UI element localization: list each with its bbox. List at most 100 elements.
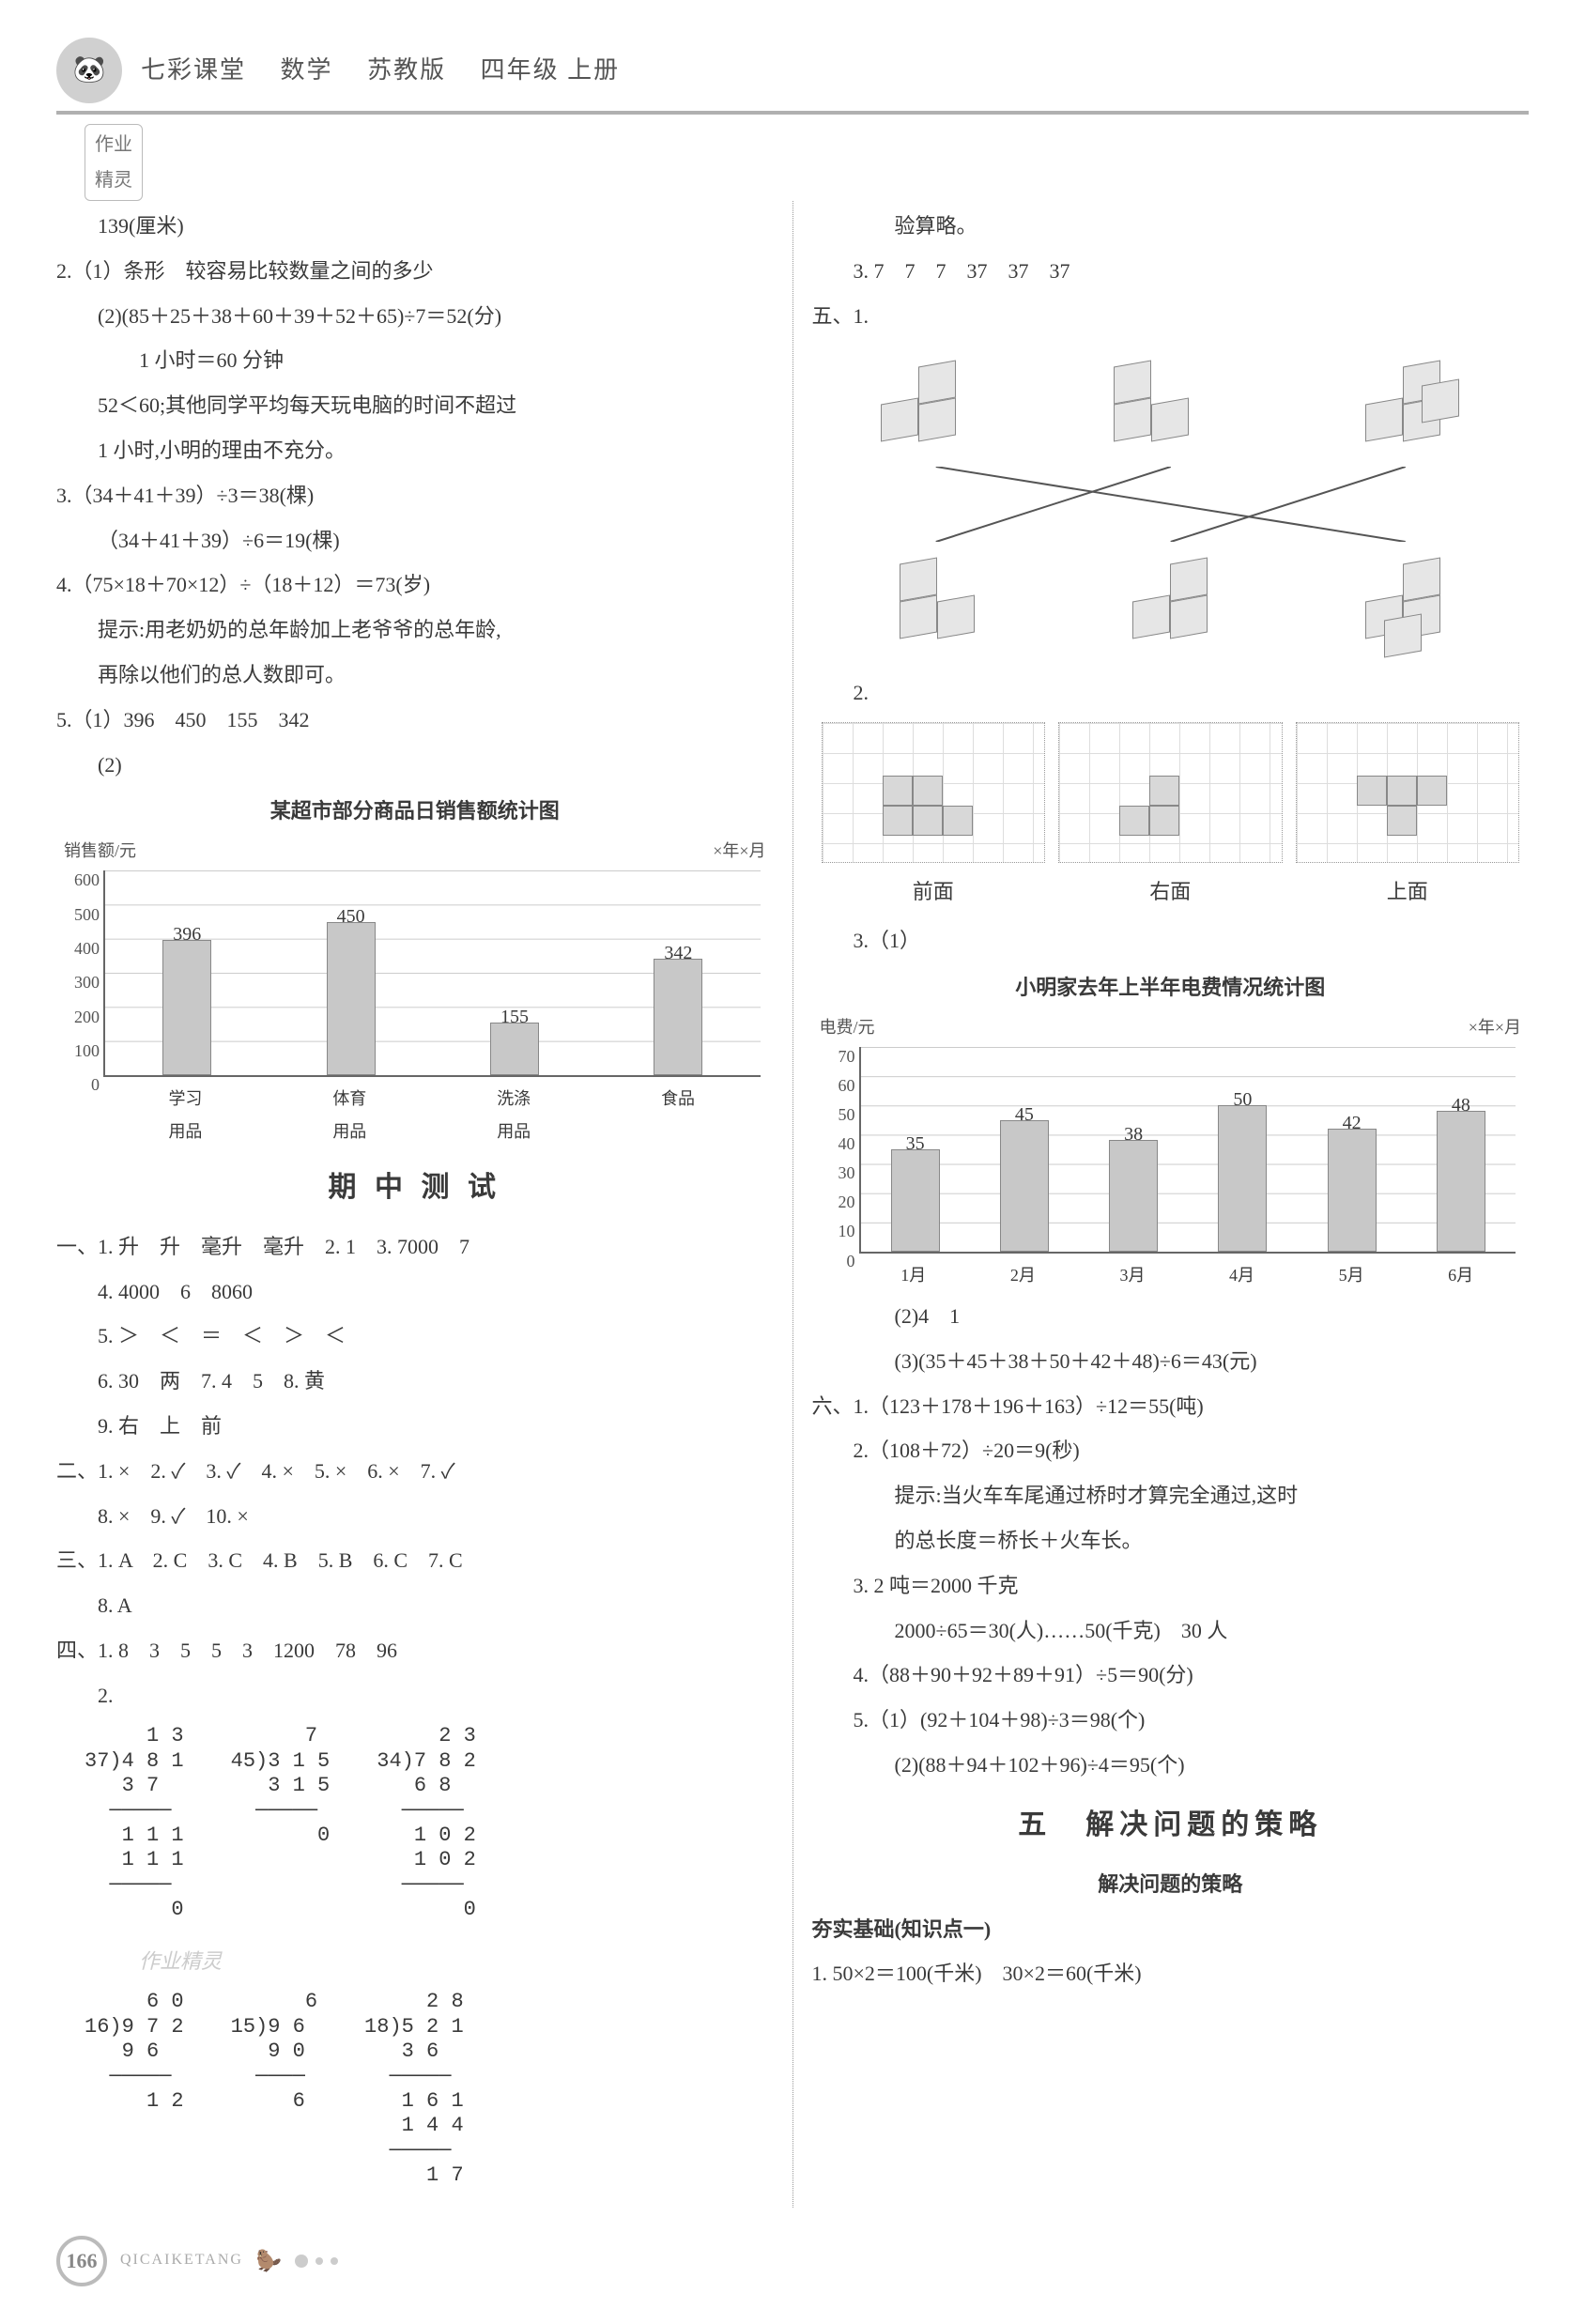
series: 七彩课堂	[141, 56, 246, 84]
ytick-label: 0	[58, 1069, 100, 1100]
chart1-xlabels: 学习 用品体育 用品洗涤 用品食品	[103, 1083, 761, 1147]
ytick-label: 500	[58, 899, 100, 931]
long-division: 6 0 16)9 7 2 9 6 ───── 1 2	[85, 1990, 184, 2188]
dot-icon	[295, 2255, 308, 2268]
right-view	[1058, 722, 1283, 863]
chart-bar: 48	[1437, 1111, 1485, 1251]
page-footer: 166 QICAIKETANG 🦫	[56, 2236, 1529, 2286]
mascot-icon: 🐼	[56, 38, 122, 103]
ans-line: 二、1. × 2. ✓ 3. ✓ 4. × 5. × 6. × 7. ✓	[56, 1452, 774, 1491]
footer-mascot-icon: 🦫	[256, 2241, 282, 2281]
chart1-title: 某超市部分商品日销售额统计图	[56, 792, 774, 831]
ans-line: 8. × 9. ✓ 10. ×	[56, 1497, 774, 1536]
ans-line: 六、1.（123＋178＋196＋163）÷12＝55(吨)	[812, 1387, 1530, 1426]
ans-line: 5. ＞ ＜ ＝ ＜ ＞ ＜	[56, 1316, 774, 1356]
chart2-sub: 电费/元 ×年×月	[812, 1011, 1530, 1047]
chart-bar: 342	[654, 959, 702, 1075]
grade: 四年级 上册	[481, 56, 621, 84]
right-label: 右面	[1058, 872, 1283, 912]
cube-figure	[1104, 345, 1236, 457]
dot-icon	[331, 2257, 338, 2265]
ans-line: 1 小时,小明的理由不充分。	[56, 431, 774, 470]
homework-badge: 作业 精灵	[85, 124, 143, 201]
ans-line: 1. 50×2＝100(千米) 30×2＝60(千米)	[812, 1954, 1530, 1993]
ytick-label: 400	[58, 932, 100, 964]
ans-line: 4.（88＋90＋92＋89＋91）÷5＝90(分)	[812, 1655, 1530, 1695]
top-view	[1296, 722, 1520, 863]
ans-line: 3. 2 吨＝2000 千克	[812, 1566, 1530, 1606]
long-division: 2 3 34)7 8 2 6 8 ───── 1 0 2 1 0 2 ─────…	[377, 1724, 476, 1922]
ans-line: 2.（1）条形 较容易比较数量之间的多少	[56, 252, 774, 291]
ans-line: 4. 4000 6 8060	[56, 1272, 774, 1312]
xtick-label: 2月	[994, 1259, 1051, 1291]
chart-bar: 42	[1328, 1129, 1377, 1252]
footer-dots	[295, 2255, 338, 2268]
ans-line: 8. A	[56, 1586, 774, 1625]
book-title: 七彩课堂 数学 苏教版 四年级 上册	[141, 47, 620, 93]
right-column: 验算略。 3. 7 7 7 37 37 37 五、1.	[792, 201, 1530, 2208]
cube-figure	[871, 551, 1003, 664]
chart-bar: 155	[490, 1023, 539, 1075]
ytick-label: 60	[814, 1070, 855, 1101]
ans-line: 3.（34＋41＋39）÷3＝38(棵)	[56, 476, 774, 516]
ytick-label: 100	[58, 1035, 100, 1067]
ans-line: (3)(35＋45＋38＋50＋42＋48)÷6＝43(元)	[812, 1342, 1530, 1381]
bar-value: 50	[1233, 1082, 1252, 1117]
unit5-subtitle: 解决问题的策略	[812, 1865, 1530, 1904]
page-header: 🐼 七彩课堂 数学 苏教版 四年级 上册	[56, 38, 1529, 115]
ans-line: 四、1. 8 3 5 5 3 1200 78 96	[56, 1631, 774, 1670]
xtick-label: 洗涤 用品	[485, 1083, 542, 1147]
ans-line: (2)	[56, 746, 774, 785]
front-label: 前面	[822, 872, 1046, 912]
bar-value: 396	[173, 916, 201, 952]
chart-bar: 38	[1109, 1140, 1158, 1251]
ans-line: (2)(88＋94＋102＋96)÷4＝95(个)	[812, 1746, 1530, 1785]
ans-line: 的总长度＝桥长＋火车长。	[812, 1521, 1530, 1561]
subject: 数学	[281, 56, 333, 84]
chart-bar: 450	[327, 922, 376, 1076]
page-number: 166	[56, 2236, 107, 2286]
bar-value: 155	[500, 999, 529, 1035]
dot-icon	[315, 2257, 323, 2265]
cubes-row-bottom	[822, 551, 1520, 664]
ans-line: 6. 30 两 7. 4 5 8. 黄	[56, 1362, 774, 1401]
ans-line: 1 小时＝60 分钟	[56, 341, 774, 380]
chart2-date: ×年×月	[1469, 1011, 1521, 1043]
ans-line: 3.（1）	[812, 921, 1530, 961]
edition: 苏教版	[367, 56, 446, 84]
cube-figure	[1104, 551, 1236, 664]
ans-line: 提示:当火车车尾通过桥时才算完全通过,这时	[812, 1476, 1530, 1516]
cube-figure	[1337, 345, 1469, 457]
xtick-label: 3月	[1104, 1259, 1161, 1291]
ans-line: 2000÷65＝30(人)……50(千克) 30 人	[812, 1611, 1530, 1651]
ans-line: 5.（1）(92＋104＋98)÷3＝98(个)	[812, 1701, 1530, 1740]
ans-line: 三、1. A 2. C 3. C 4. B 5. B 6. C 7. C	[56, 1541, 774, 1580]
ans-line: (2)(85＋25＋38＋60＋39＋52＋65)÷7＝52(分)	[56, 297, 774, 336]
ytick-label: 40	[814, 1128, 855, 1160]
ans-line: （34＋41＋39）÷6＝19(棵)	[56, 521, 774, 561]
bar-value: 48	[1452, 1087, 1470, 1123]
ans-line: 2.	[812, 673, 1530, 713]
bar-value: 35	[906, 1126, 925, 1162]
ans-line: 2.	[56, 1676, 774, 1716]
ytick-label: 10	[814, 1216, 855, 1248]
chart2: 010203040506070354538504248	[859, 1047, 1516, 1254]
section-label: 五、1.	[812, 297, 1530, 336]
bar-value: 38	[1124, 1116, 1143, 1152]
long-division: 1 3 37)4 8 1 3 7 ───── 1 1 1 1 1 1 ─────…	[85, 1724, 184, 1922]
ans-line: (2)4 1	[812, 1297, 1530, 1336]
xtick-label: 4月	[1214, 1259, 1270, 1291]
ans-line: 3. 7 7 7 37 37 37	[812, 252, 1530, 291]
ytick-label: 0	[814, 1245, 855, 1277]
long-division: 6 15)9 6 9 0 ──── 6	[231, 1990, 317, 2188]
front-view	[822, 722, 1046, 863]
xtick-label: 学习 用品	[157, 1083, 213, 1147]
ytick-label: 70	[814, 1040, 855, 1072]
ans-line: 验算略。	[812, 207, 1530, 246]
longdiv-row-2: 6 0 16)9 7 2 9 6 ───── 1 2 6 15)9 6 9 0 …	[85, 1990, 774, 2188]
long-division: 2 8 18)5 2 1 3 6 ───── 1 6 1 1 4 4 ─────…	[364, 1990, 464, 2188]
chart-bar: 396	[162, 940, 211, 1075]
midterm-title: 期 中 测 试	[56, 1161, 774, 1214]
xtick-label: 6月	[1433, 1259, 1489, 1291]
views-grid	[822, 722, 1520, 863]
